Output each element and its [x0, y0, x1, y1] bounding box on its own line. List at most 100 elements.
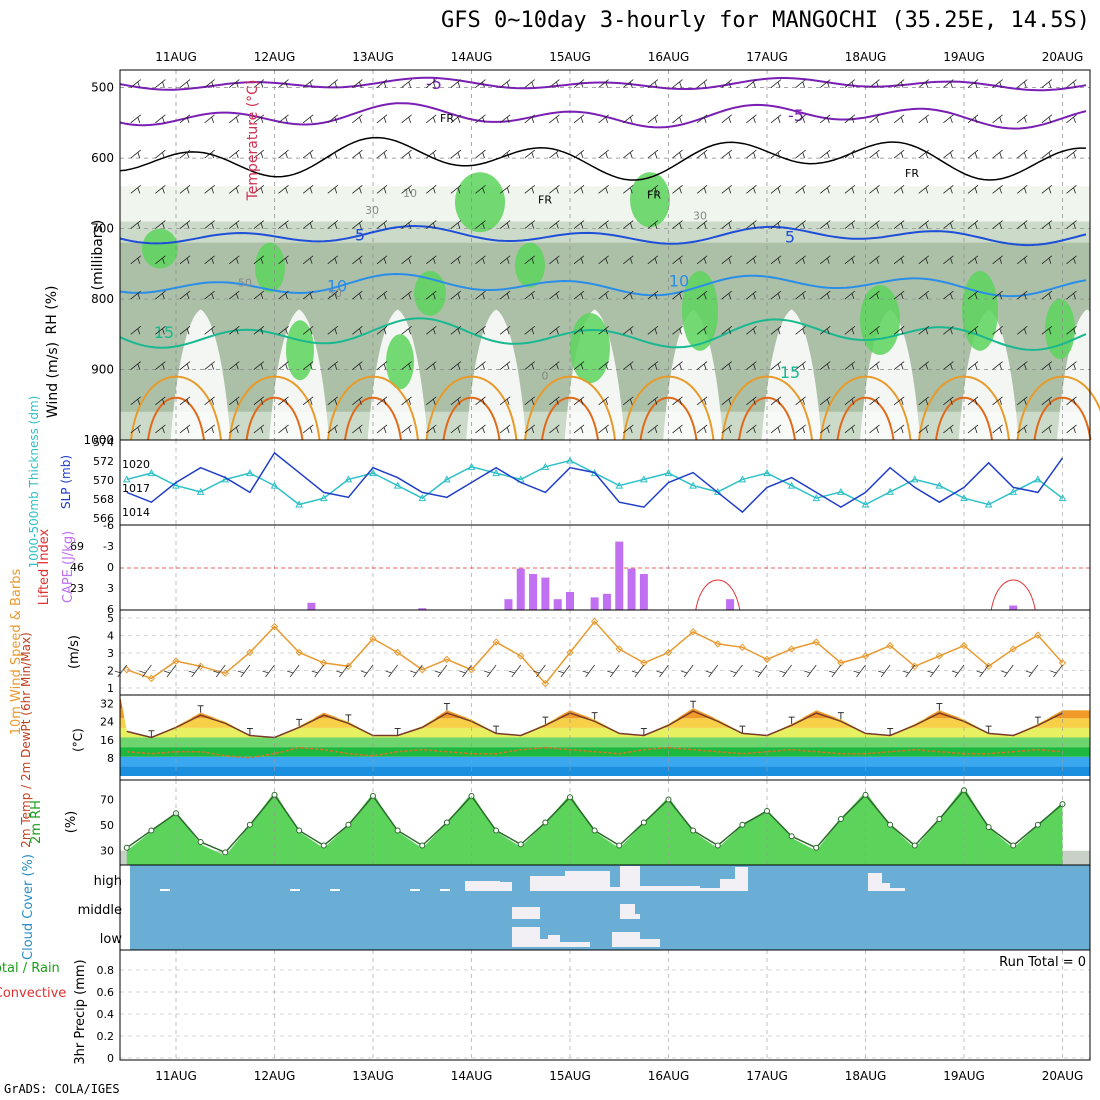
- cape-bar: [529, 574, 538, 610]
- thickness-point: [344, 475, 353, 483]
- wind-barb: [1066, 424, 1077, 434]
- temp-tick-label: 8: [107, 752, 114, 765]
- precip-panel-frame: [119, 949, 1091, 1061]
- wind-barb: [1066, 114, 1077, 124]
- temp-max-whisker: [837, 712, 844, 720]
- wind-barb: [918, 149, 929, 159]
- wind-barb: [672, 79, 683, 88]
- wind-barb: [992, 220, 1003, 229]
- wind-barb: [278, 114, 289, 124]
- thickness-tick-label: 570: [93, 474, 114, 487]
- wind-barb: [401, 290, 412, 300]
- moist-patch: [1045, 299, 1075, 360]
- wind-barb: [623, 79, 634, 88]
- wind-barb: [853, 664, 866, 678]
- temp-contour-25: [245, 396, 304, 441]
- cloud-bar: [882, 883, 890, 891]
- wind-barb: [696, 149, 708, 159]
- run-total-label: Run Total = 0: [999, 955, 1086, 970]
- wind-barb: [918, 290, 929, 300]
- wind-barb: [844, 79, 856, 88]
- wind-barb: [155, 255, 166, 265]
- wind-barb: [401, 424, 412, 434]
- wind-barb: [746, 220, 757, 229]
- temp-max-whisker: [493, 725, 500, 733]
- wind-speed-point: [812, 638, 820, 646]
- wind-barb: [130, 255, 141, 265]
- temp-max-whisker: [788, 716, 795, 724]
- wind-barb: [623, 290, 634, 300]
- lifted-tick-label: 6: [107, 603, 114, 616]
- wind-speed-point: [1058, 659, 1067, 667]
- temp-contour-minus5-b: [119, 102, 1087, 130]
- wind-barb: [820, 255, 831, 265]
- wind-barb: [130, 290, 141, 300]
- date-label-top: 13AUG: [352, 50, 394, 64]
- wind-barb: [647, 149, 659, 159]
- wind-barb: [992, 424, 1003, 434]
- cloud-bar: [868, 873, 882, 891]
- wind-barb: [450, 290, 462, 300]
- cloud-level-label: high: [94, 874, 122, 889]
- wind-barb: [204, 396, 215, 406]
- date-label-top: 11AUG: [155, 50, 197, 64]
- wind-barb: [155, 325, 166, 335]
- cloud-bar: [410, 889, 420, 891]
- wind-speed-point: [393, 648, 402, 657]
- wind-barb: [598, 79, 609, 88]
- wind-barb: [1017, 79, 1028, 88]
- temp-contour-25: [639, 396, 698, 441]
- wind-barb: [401, 79, 412, 88]
- wind-barb: [820, 79, 831, 88]
- cape-bar: [639, 574, 648, 610]
- wind-barb: [524, 290, 535, 300]
- temp-mask: [120, 695, 1090, 738]
- thickness-point: [319, 494, 328, 502]
- wind-barb: [623, 396, 634, 406]
- temp-color-band: [120, 737, 1090, 748]
- temp-contour-20: [622, 375, 715, 441]
- wind-barb: [598, 185, 609, 194]
- cape-bar: [418, 608, 427, 610]
- moist-patch: [682, 270, 718, 351]
- contour-label: 10: [403, 187, 417, 200]
- wind-barb: [426, 424, 437, 434]
- wind-barb: [696, 220, 708, 229]
- temp-contour-20: [228, 375, 321, 441]
- wind-barb: [179, 185, 191, 194]
- wind-barb: [533, 664, 546, 678]
- wind-barb: [336, 664, 349, 678]
- wind-barb: [179, 325, 191, 335]
- wind-barb: [376, 220, 388, 229]
- moist-patch: [286, 320, 314, 381]
- temp-line: [126, 710, 1063, 739]
- cape-bar: [516, 568, 525, 610]
- wind-barb: [672, 149, 683, 159]
- wind-barb: [1001, 664, 1014, 678]
- wind-barb: [204, 185, 215, 194]
- cloud-bar: [720, 879, 735, 891]
- wind-barb: [647, 424, 659, 434]
- date-label-bottom: 18AUG: [845, 1069, 887, 1083]
- wind-barb: [672, 114, 683, 124]
- wind-barb: [770, 290, 782, 300]
- ylabel-precip-convective: Convective: [0, 986, 66, 1001]
- wind-barb: [179, 220, 191, 229]
- wind-barb: [844, 424, 856, 434]
- ylabel-temp: 2m Temp / 2m DewPt (6hr Min/Max): [19, 632, 33, 848]
- temp-color-band: [120, 766, 1090, 776]
- wind-barb: [746, 79, 757, 88]
- wind-barb: [672, 361, 683, 370]
- rh-point: [640, 819, 647, 826]
- wind-barb: [573, 255, 585, 265]
- wind-speed-point: [541, 679, 550, 688]
- wind-barb: [869, 220, 880, 229]
- thickness-point: [492, 469, 500, 477]
- wind-barb: [869, 149, 880, 159]
- wind-barb: [869, 325, 880, 335]
- wind-barb: [573, 361, 585, 370]
- wind-barb: [352, 149, 363, 159]
- wind-barb: [401, 325, 412, 335]
- date-label-bottom: 19AUG: [943, 1069, 985, 1083]
- wind-barb: [992, 361, 1003, 370]
